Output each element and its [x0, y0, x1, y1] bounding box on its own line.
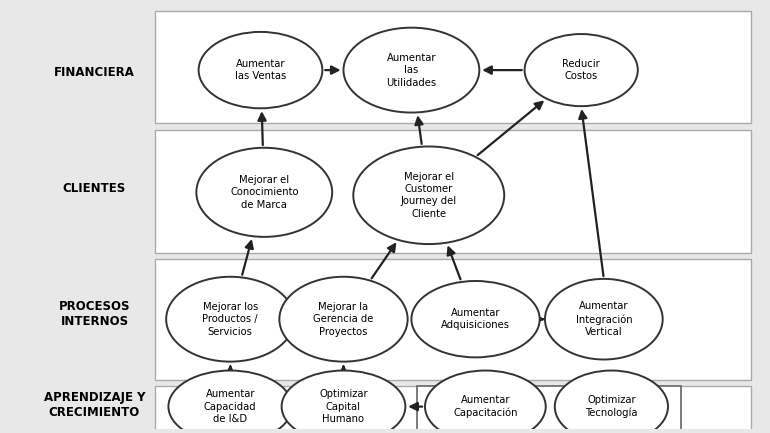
Ellipse shape: [554, 371, 668, 433]
Ellipse shape: [425, 371, 546, 433]
Text: Aumentar
las
Utilidades: Aumentar las Utilidades: [387, 53, 437, 87]
FancyBboxPatch shape: [417, 386, 681, 430]
Ellipse shape: [343, 28, 479, 113]
Text: APRENDIZAJE Y
CRECIMIENTO: APRENDIZAJE Y CRECIMIENTO: [44, 391, 146, 419]
Text: Mejorar la
Gerencia de
Proyectos: Mejorar la Gerencia de Proyectos: [313, 302, 373, 336]
Text: CLIENTES: CLIENTES: [63, 182, 126, 195]
Text: PROCESOS
INTERNOS: PROCESOS INTERNOS: [59, 300, 130, 328]
Text: Mejorar los
Productos /
Servicios: Mejorar los Productos / Servicios: [203, 302, 258, 336]
FancyBboxPatch shape: [155, 129, 751, 252]
Text: Aumentar
Integración
Vertical: Aumentar Integración Vertical: [575, 301, 632, 337]
Ellipse shape: [199, 32, 323, 108]
Text: Aumentar
las Ventas: Aumentar las Ventas: [235, 59, 286, 81]
Ellipse shape: [524, 34, 638, 106]
FancyBboxPatch shape: [155, 11, 751, 123]
Ellipse shape: [169, 371, 292, 433]
FancyBboxPatch shape: [155, 259, 751, 380]
Text: Mejorar el
Customer
Journey del
Cliente: Mejorar el Customer Journey del Cliente: [400, 171, 457, 219]
Text: Aumentar
Capacidad
de I&D: Aumentar Capacidad de I&D: [204, 389, 256, 424]
Ellipse shape: [280, 277, 407, 362]
Ellipse shape: [411, 281, 540, 357]
Ellipse shape: [353, 146, 504, 244]
Text: FINANCIERA: FINANCIERA: [54, 66, 135, 79]
Text: Optimizar
Capital
Humano: Optimizar Capital Humano: [320, 389, 368, 424]
Text: Optimizar
Tecnología: Optimizar Tecnología: [585, 395, 638, 418]
Ellipse shape: [166, 277, 294, 362]
Ellipse shape: [545, 279, 663, 359]
Text: Aumentar
Capacitación: Aumentar Capacitación: [453, 395, 517, 418]
FancyBboxPatch shape: [155, 386, 751, 431]
Ellipse shape: [196, 148, 332, 237]
Ellipse shape: [282, 371, 405, 433]
Text: Mejorar el
Conocimiento
de Marca: Mejorar el Conocimiento de Marca: [230, 175, 299, 210]
Text: Aumentar
Adquisiciones: Aumentar Adquisiciones: [441, 308, 510, 330]
Text: Reducir
Costos: Reducir Costos: [562, 59, 600, 81]
